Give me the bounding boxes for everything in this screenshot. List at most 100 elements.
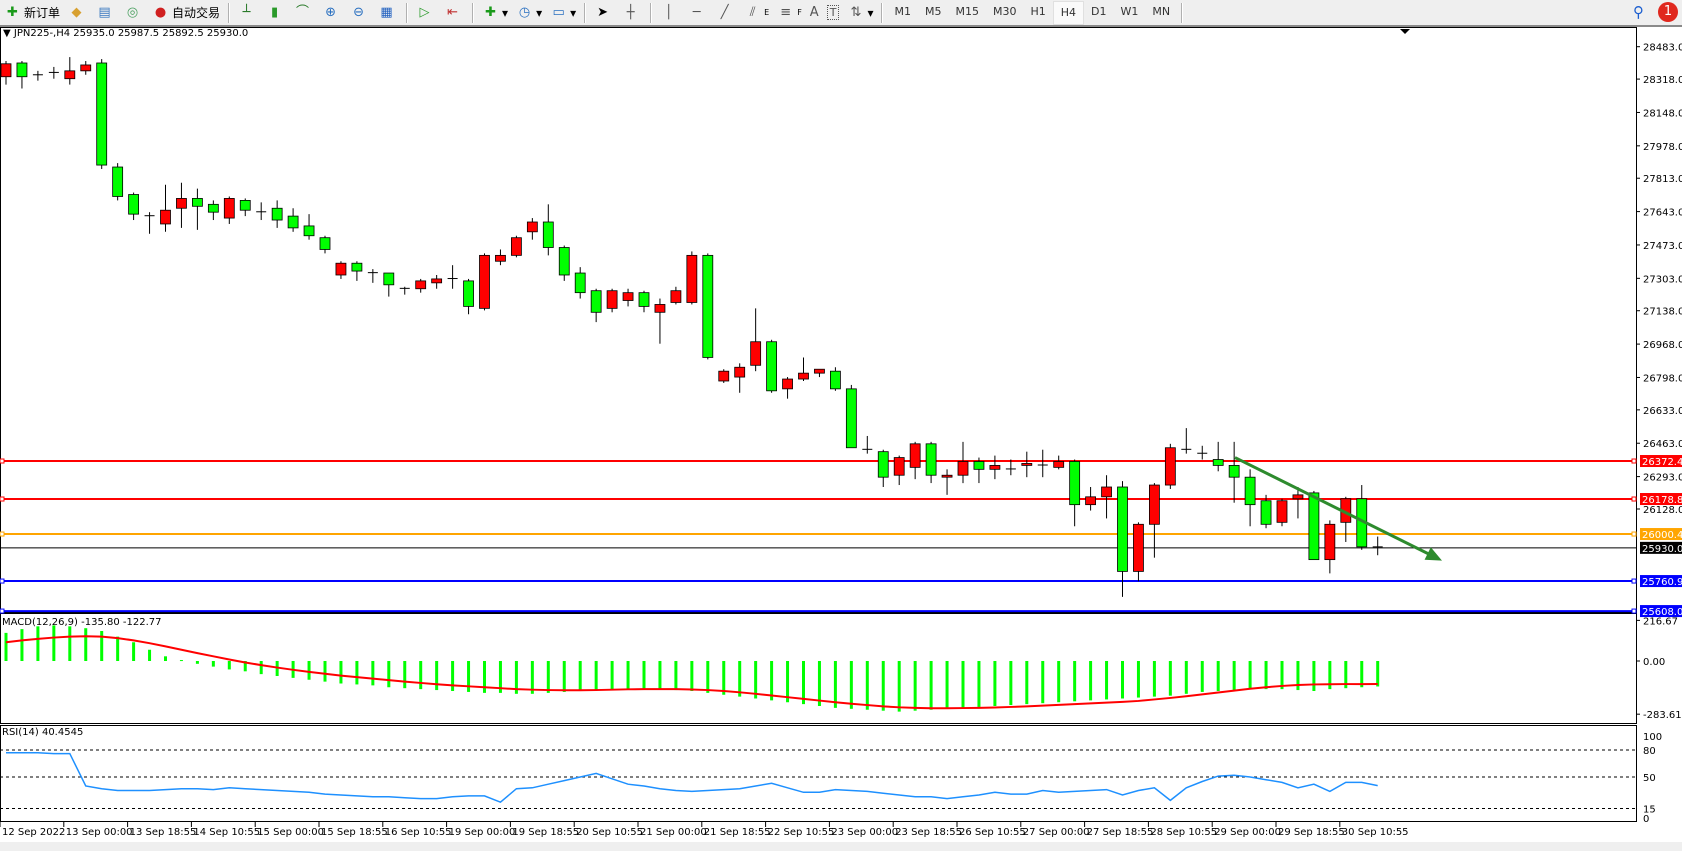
notification-badge[interactable]: 1 [1658,2,1678,22]
macd-histogram-bar [483,661,486,693]
market-watch-button[interactable]: ◆ [64,2,92,24]
auto-trading-icon: ● [154,5,167,20]
macd-histogram-bar [1121,661,1124,699]
rsi-axis-label: 0 [1643,814,1649,825]
chart-shift-button[interactable]: ⇤ [440,2,468,24]
macd-histogram-bar [610,661,614,690]
macd-histogram-bar [211,661,215,667]
candle-body [1133,523,1144,572]
macd-histogram-bar [1025,661,1029,705]
macd-histogram-bar [20,629,24,661]
chart-header: ▼ JPN225-,H4 25935.0 25987.5 25892.5 259… [3,28,248,39]
candle-body [128,194,140,215]
candle-body [766,341,777,392]
time-axis-label: 16 Sep 10:55 [385,827,452,838]
auto-trading-button[interactable]: ● 自动交易 [148,2,224,24]
text-label-icon: T [826,5,840,20]
timeframe-m5[interactable]: M5 [924,4,942,18]
chart-menu-icon[interactable]: ▼ [3,28,11,39]
macd-histogram-bar [36,626,40,661]
line-anchor-handle[interactable] [0,531,5,537]
horizontal-line-button[interactable]: ─ [684,2,712,24]
time-axis-label: 23 Sep 18:55 [895,827,962,838]
candle-body [1101,486,1112,498]
macd-histogram-bar [817,661,821,706]
timeframe-h1[interactable]: H1 [1030,4,1046,18]
line-anchor-handle[interactable] [0,578,5,584]
timeframe-m15[interactable]: M15 [955,4,979,18]
candle-body [96,62,108,166]
line-anchor-handle[interactable] [1631,531,1637,537]
crosshair-button[interactable]: ┼ [618,2,646,24]
line-anchor-handle[interactable] [1631,608,1637,614]
signals-button[interactable]: ◎ [120,2,148,24]
bar-chart-button[interactable]: ┴ [234,2,262,24]
text-label-button[interactable]: T [823,2,844,24]
chart-window[interactable]: 28483.0 28318.0 28148.0 27978.0 27813.0 27643… [0,27,1682,851]
candle-body [335,262,347,276]
timeframe-mn[interactable]: MN [1152,4,1171,18]
zoom-in-button[interactable]: ⊕ [318,2,346,24]
macd-histogram-bar [642,661,646,690]
auto-scroll-button[interactable]: ▷ [412,2,440,24]
line-chart-button[interactable]: ⌒ [290,2,318,24]
new-order-button[interactable]: ✚ 新订单 [0,2,64,24]
time-axis-label: 19 Sep 00:00 [449,827,516,838]
line-anchor-handle[interactable] [1631,578,1637,584]
timeframe-d1[interactable]: D1 [1091,4,1107,18]
periods-button[interactable]: ◷ ▾ [512,2,546,24]
macd-histogram-bar [945,661,949,709]
indicators-button[interactable]: ✚ ▾ [478,2,512,24]
candle-body [80,64,92,72]
timeframe-m1[interactable]: M1 [894,4,911,18]
candle-body [1324,523,1336,561]
bid-label: 25930.0 [1642,544,1682,555]
zoom-out-button[interactable]: ⊖ [346,2,374,24]
candle-body [479,254,490,309]
text-button[interactable]: A [806,2,823,24]
macd-histogram-bar [387,661,391,688]
timeframe-m30[interactable]: M30 [992,4,1017,18]
navigator-button[interactable]: ▤ [92,2,120,24]
candle-body [191,198,203,207]
macd-histogram-bar [323,661,327,682]
price-line-label: 25608.0 [1642,607,1682,618]
templates-button[interactable]: ▭ ▾ [546,2,580,24]
timeframe-h4[interactable]: H4 [1052,0,1085,25]
candlestick-icon: ▮ [270,5,279,20]
main-pane-frame [0,27,1637,613]
macd-histogram-bar [1344,661,1348,689]
macd-histogram-bar [961,661,965,708]
candle-body [1085,496,1096,506]
timeframe-w1[interactable]: W1 [1120,4,1139,18]
line-anchor-handle[interactable] [0,608,5,614]
candle-body [463,280,474,307]
price-axis-label: 26128.0 [1643,505,1682,516]
trendline-icon: ╱ [720,5,729,20]
macd-histogram-bar [658,661,662,690]
line-anchor-handle[interactable] [0,458,5,464]
chart-shift-marker-icon[interactable] [1400,29,1410,34]
macd-histogram-bar [674,661,678,691]
tile-windows-button[interactable]: ▦ [374,2,402,24]
line-anchor-handle[interactable] [1631,496,1637,502]
macd-histogram-bar [1041,661,1045,704]
cursor-button[interactable]: ➤ [590,2,618,24]
fibonacci-button[interactable]: ≡ F [773,2,806,24]
line-anchor-handle[interactable] [0,496,5,502]
time-axis-label: 20 Sep 10:55 [576,827,643,838]
candlestick-button[interactable]: ▮ [262,2,290,24]
macd-histogram-bar [1280,661,1284,690]
trend-arrow[interactable] [1234,456,1435,558]
search-icon[interactable]: ⚲ [1633,3,1644,21]
vertical-line-button[interactable]: │ [656,2,684,24]
candle-body [718,370,730,382]
candle-body [176,198,187,209]
equidistant-channel-button[interactable]: ⫽ E [740,2,773,24]
trendline-button[interactable]: ╱ [712,2,740,24]
arrows-button[interactable]: ⇅ ▾ [843,2,877,24]
chart-canvas[interactable]: 28483.0 28318.0 28148.0 27978.0 27813.0 27643… [0,27,1682,851]
candle-body [351,262,363,272]
line-anchor-handle[interactable] [1631,458,1637,464]
macd-histogram-bar [164,656,167,661]
